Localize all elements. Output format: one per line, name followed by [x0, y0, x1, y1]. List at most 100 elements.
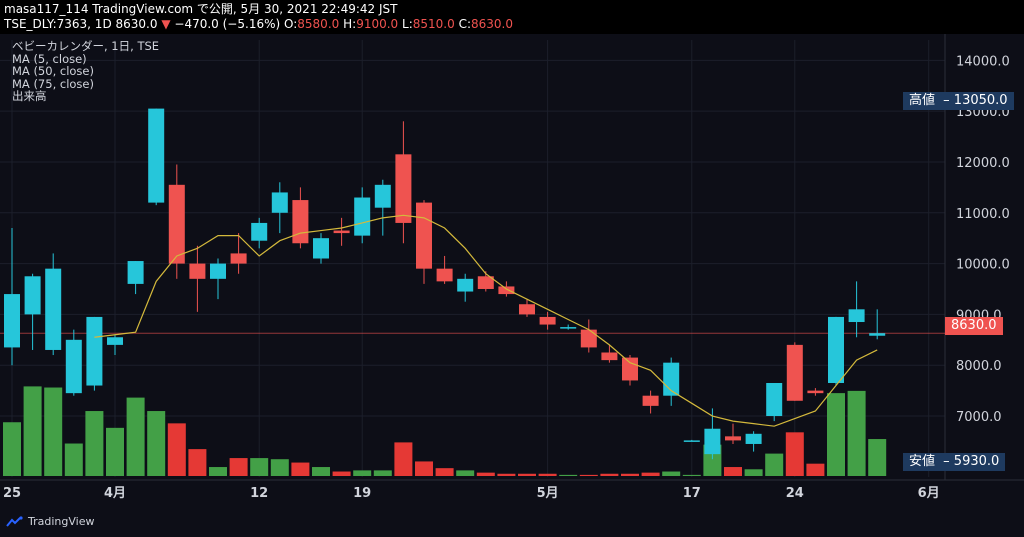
last-price-tag: 8630.0 [945, 317, 1003, 335]
candle-body[interactable] [539, 316, 556, 325]
x-tick-label: 25 [3, 486, 21, 501]
volume-bar [600, 473, 619, 476]
publish-info: masa117_114 TradingView.com で公開, 5月 30, … [4, 2, 398, 16]
x-tick-label: 17 [683, 486, 701, 501]
last-price: 8630.0 [115, 17, 158, 31]
candle-body[interactable] [374, 184, 391, 208]
volume-bar [682, 474, 701, 476]
volume-bar [312, 467, 330, 476]
volume-bar [64, 443, 83, 476]
low-value: 8510.0 [412, 17, 455, 31]
low-tag-value: 5930.0 [953, 454, 1000, 469]
x-tick-label: 4月 [104, 486, 126, 501]
volume-bar [847, 390, 866, 476]
volume-bar [518, 473, 536, 476]
volume-bar [126, 397, 145, 476]
legend-volume[interactable]: 出来高 [12, 89, 47, 103]
candle-body[interactable] [436, 268, 453, 282]
candle-body[interactable] [498, 286, 515, 295]
volume-bar [23, 386, 42, 476]
volume-bar [250, 458, 269, 476]
ohlc-row: TSE_DLY:7363, 1D 8630.0 ▼ −470.0 (−5.16%… [4, 17, 513, 32]
candle-body[interactable] [725, 436, 741, 441]
volume-bar [106, 427, 124, 476]
chart-header: masa117_114 TradingView.com で公開, 5月 30, … [0, 0, 1024, 34]
candle-body[interactable] [148, 108, 165, 203]
volume-bar [621, 473, 639, 476]
y-tick-label: 11000.0 [956, 207, 1010, 222]
candle-body[interactable] [189, 263, 206, 279]
candle-body[interactable] [560, 327, 577, 329]
candle-body[interactable] [457, 278, 474, 292]
tradingview-icon [6, 515, 23, 527]
volume-bar [167, 423, 186, 476]
candle-body[interactable] [704, 428, 721, 455]
candle-body[interactable] [292, 200, 309, 244]
low-price-tag: 安値 – 5930.0 [903, 453, 1006, 471]
ma-line [94, 214, 878, 427]
volume-bar [44, 387, 63, 476]
candle-body[interactable] [869, 333, 886, 336]
candle-body[interactable] [168, 184, 185, 264]
legend-ma5[interactable]: MA (5, close) [12, 51, 87, 66]
candle-body[interactable] [45, 268, 62, 350]
candle-body[interactable] [313, 238, 329, 259]
candle-body[interactable] [683, 440, 700, 442]
low-label: L: [402, 17, 413, 31]
low-tag-label: 安値 [909, 454, 936, 469]
candle-body[interactable] [4, 294, 20, 348]
last-tag-value: 8630.0 [951, 318, 997, 333]
legend-ma50[interactable]: MA (50, close) [12, 64, 94, 78]
volume-bar [806, 463, 825, 476]
low-tag-dash: – [943, 454, 950, 469]
x-tick-label: 12 [250, 486, 268, 501]
volume-bar [765, 453, 784, 476]
tradingview-logo[interactable]: TradingView [6, 515, 94, 528]
volume-bar [229, 458, 248, 476]
candle-body[interactable] [828, 316, 844, 383]
candle-body[interactable] [848, 309, 865, 323]
candle-body[interactable] [354, 197, 371, 236]
candle-body[interactable] [395, 154, 412, 223]
candle-body[interactable] [271, 192, 288, 213]
volume-bar [188, 449, 207, 476]
y-tick-label: 14000.0 [956, 54, 1010, 69]
volume-bar [291, 462, 310, 476]
candle-body[interactable] [477, 276, 494, 289]
candle-body[interactable] [24, 276, 41, 315]
volume-bar [209, 467, 227, 476]
candle-body[interactable] [251, 222, 268, 241]
candle-body[interactable] [622, 357, 638, 381]
candle-body[interactable] [86, 316, 103, 386]
volume-bar [497, 473, 516, 476]
candle-body[interactable] [601, 352, 618, 361]
brand-label: TradingView [28, 515, 95, 528]
candle-body[interactable] [65, 339, 82, 394]
high-value: 9100.0 [356, 17, 399, 31]
candle-body[interactable] [127, 261, 144, 284]
candle-body[interactable] [766, 382, 783, 417]
volume-bar [662, 471, 681, 476]
candle-body[interactable] [107, 337, 123, 345]
candle-body[interactable] [210, 263, 226, 279]
candle-body[interactable] [580, 329, 597, 348]
candle-body[interactable] [519, 304, 535, 315]
volume-bar [744, 469, 763, 476]
high-tag-label: 高値 [909, 93, 936, 108]
symbol-label: TSE_DLY:7363, 1D [4, 17, 112, 31]
candle-body[interactable] [786, 344, 803, 401]
volume-bar [415, 461, 433, 476]
candle-body[interactable] [642, 395, 659, 406]
candle-body[interactable] [416, 202, 432, 269]
volume-bar [559, 474, 578, 476]
high-tag-dash: – [943, 93, 950, 108]
legend: ベビーカレンダー, 1日, TSE MA (5, close) MA (50, … [12, 40, 159, 103]
y-tick-label: 8000.0 [956, 359, 1002, 374]
volume-bar [435, 468, 454, 476]
candle-body[interactable] [333, 230, 350, 234]
legend-ma75[interactable]: MA (75, close) [12, 76, 94, 91]
candle-body[interactable] [807, 390, 824, 394]
candle-body[interactable] [745, 433, 762, 444]
candle-body[interactable] [230, 253, 247, 264]
